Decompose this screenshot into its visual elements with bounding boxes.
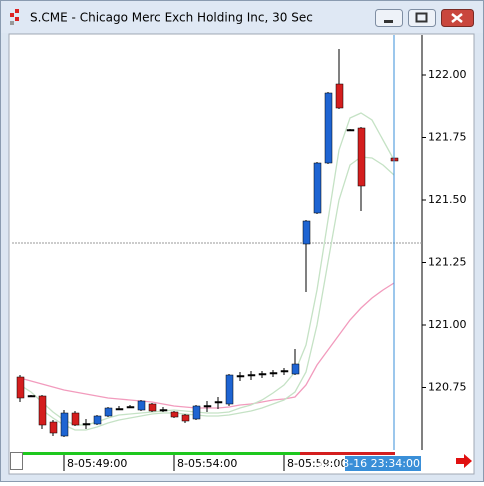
candle-body xyxy=(82,423,91,426)
candle-body xyxy=(60,412,69,437)
candle-body xyxy=(357,127,366,187)
candle-body xyxy=(225,374,234,405)
candle-body xyxy=(214,401,223,404)
candle-body xyxy=(137,400,146,411)
scroll-box[interactable] xyxy=(10,452,23,470)
y-tick-label: 121.50 xyxy=(428,193,467,206)
candle-body xyxy=(38,395,47,426)
app-icon xyxy=(10,9,19,25)
y-tick-label: 122.00 xyxy=(428,68,467,81)
y-tick-label: 121.75 xyxy=(428,131,467,144)
cursor-label: 12-08-16 23:34:00 xyxy=(317,457,420,470)
y-tick-label: 121.00 xyxy=(428,318,467,331)
x-tick-label: 8-05:54:00 xyxy=(177,457,237,470)
close-button[interactable] xyxy=(441,9,474,27)
candle-body xyxy=(49,421,58,434)
x-tick-label: 8-05:59:00 xyxy=(287,457,347,470)
candle-body xyxy=(258,373,267,376)
candle-body xyxy=(16,376,25,399)
candle-body xyxy=(126,406,135,409)
candle-body xyxy=(27,395,36,398)
y-tick-label: 120.75 xyxy=(428,381,467,394)
candle-body xyxy=(203,405,212,408)
candle-body xyxy=(302,220,311,245)
window-title: S.CME - Chicago Merc Exch Holding Inc, 3… xyxy=(30,11,313,25)
candle-body xyxy=(181,414,190,422)
candle-body xyxy=(247,374,256,377)
candle-body xyxy=(269,372,278,375)
candle-body xyxy=(159,409,168,412)
candle-body xyxy=(93,415,102,425)
candle-body xyxy=(346,129,355,132)
candle-body xyxy=(236,375,245,378)
candle-body xyxy=(280,370,289,373)
candle-body xyxy=(148,403,157,412)
candle-body xyxy=(324,92,333,164)
moving-average xyxy=(19,112,395,426)
moving-average xyxy=(41,156,395,431)
candle-body xyxy=(170,411,179,418)
y-tick-label: 121.25 xyxy=(428,256,467,269)
candle-body xyxy=(335,83,344,109)
maximize-button[interactable] xyxy=(408,9,436,27)
candle-body xyxy=(71,412,80,426)
candle-body xyxy=(313,162,322,214)
candle-body xyxy=(115,408,124,411)
candle-body xyxy=(104,407,113,417)
cursor-label-bg xyxy=(345,456,421,471)
candle-body xyxy=(192,405,201,420)
scroll-right-arrow[interactable] xyxy=(456,454,472,468)
minimize-button[interactable] xyxy=(375,9,403,27)
candle-body xyxy=(291,363,300,375)
x-tick-label: 8-05:49:00 xyxy=(67,457,127,470)
